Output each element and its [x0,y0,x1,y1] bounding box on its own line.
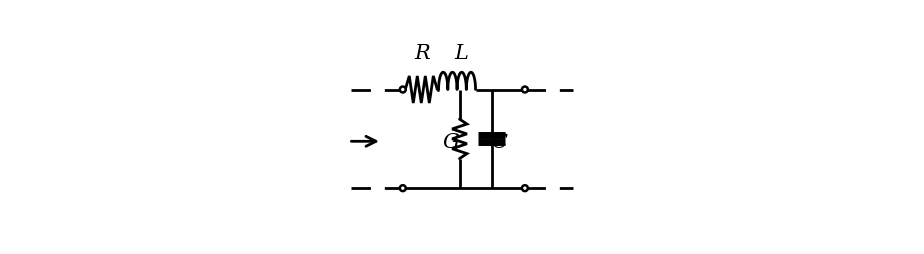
Text: C: C [491,132,507,151]
Text: R: R [415,44,431,63]
Text: G: G [443,132,459,151]
Circle shape [522,185,528,191]
Circle shape [522,87,528,93]
Circle shape [400,185,406,191]
Text: L: L [454,44,468,63]
Circle shape [400,87,406,93]
